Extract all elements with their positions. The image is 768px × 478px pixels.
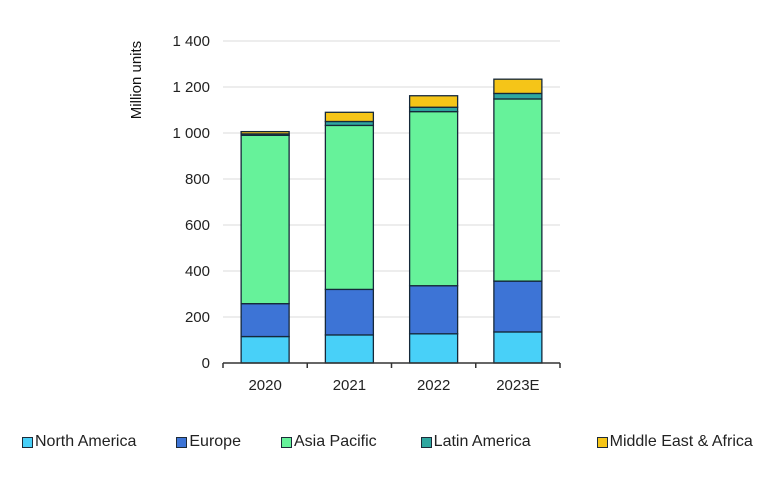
bar-segment-europe xyxy=(240,303,290,338)
bar-stack-2022 xyxy=(408,95,459,364)
bars xyxy=(240,78,543,364)
y-tick-label: 600 xyxy=(185,217,210,234)
y-axis-ticks: 0 200 400 600 800 1 000 1 200 1 400 xyxy=(172,33,210,372)
y-tick-label: 400 xyxy=(185,263,210,280)
legend-swatch xyxy=(176,436,188,448)
legend-label: Latin America xyxy=(433,433,531,450)
legend-item: Asia Pacific xyxy=(280,433,377,451)
y-tick-label: 1 400 xyxy=(172,33,210,50)
bar-segment-europe xyxy=(493,280,543,333)
y-tick-label: 1 200 xyxy=(172,79,210,96)
y-tick-label: 800 xyxy=(185,171,210,188)
bar-segment-middle-east-africa xyxy=(493,78,543,95)
bar-segment-latin-america xyxy=(493,92,543,100)
bar-segment-north-america xyxy=(324,334,375,364)
legend: North America Europe Asia Pacific Latin Ame… xyxy=(22,433,762,451)
bar-segment-middle-east-africa xyxy=(408,95,459,108)
x-axis xyxy=(222,362,561,368)
legend-label: North America xyxy=(35,433,137,450)
bar-segment-middle-east-africa xyxy=(324,111,375,123)
bar-segment-europe xyxy=(408,285,459,335)
legend-label: Europe xyxy=(189,433,241,450)
x-tick-label: 2023E xyxy=(496,377,539,394)
y-axis-title: Million units xyxy=(128,41,145,119)
legend-swatch xyxy=(280,436,292,448)
bar-segment-latin-america xyxy=(408,106,459,113)
bar-segment-middle-east-africa xyxy=(240,130,290,135)
y-tick-label: 200 xyxy=(185,309,210,326)
x-tick-label: 2022 xyxy=(417,377,450,394)
legend-item: Latin America xyxy=(420,433,531,451)
x-tick-label: 2020 xyxy=(248,377,281,394)
legend-label: Asia Pacific xyxy=(293,433,377,450)
bar-segment-asia-pacific xyxy=(324,124,375,291)
bar-segment-asia-pacific xyxy=(408,110,459,287)
legend-swatch xyxy=(22,436,33,448)
bar-stack-2023E xyxy=(493,78,543,364)
bar-segment-asia-pacific xyxy=(240,134,290,305)
bar-segment-europe xyxy=(324,288,375,336)
legend-item: North America xyxy=(22,433,136,451)
y-tick-label: 0 xyxy=(202,355,210,372)
legend-swatch xyxy=(596,436,608,448)
legend-item: Middle East & Africa xyxy=(596,433,753,451)
legend-item: Europe xyxy=(176,433,241,451)
bar-segment-north-america xyxy=(493,331,543,364)
legend-swatch xyxy=(420,436,432,448)
bar-segment-north-america xyxy=(240,335,290,364)
legend-label: Middle East & Africa xyxy=(609,433,753,450)
bar-stack-2021 xyxy=(324,111,375,364)
y-tick-label: 1 000 xyxy=(172,125,210,142)
x-tick-label: 2021 xyxy=(333,377,366,394)
bar-segment-north-america xyxy=(408,333,459,364)
x-axis-labels: 2020 2021 2022 2023E xyxy=(248,377,539,394)
bar-segment-asia-pacific xyxy=(493,98,543,282)
bar-stack-2020 xyxy=(240,130,290,364)
